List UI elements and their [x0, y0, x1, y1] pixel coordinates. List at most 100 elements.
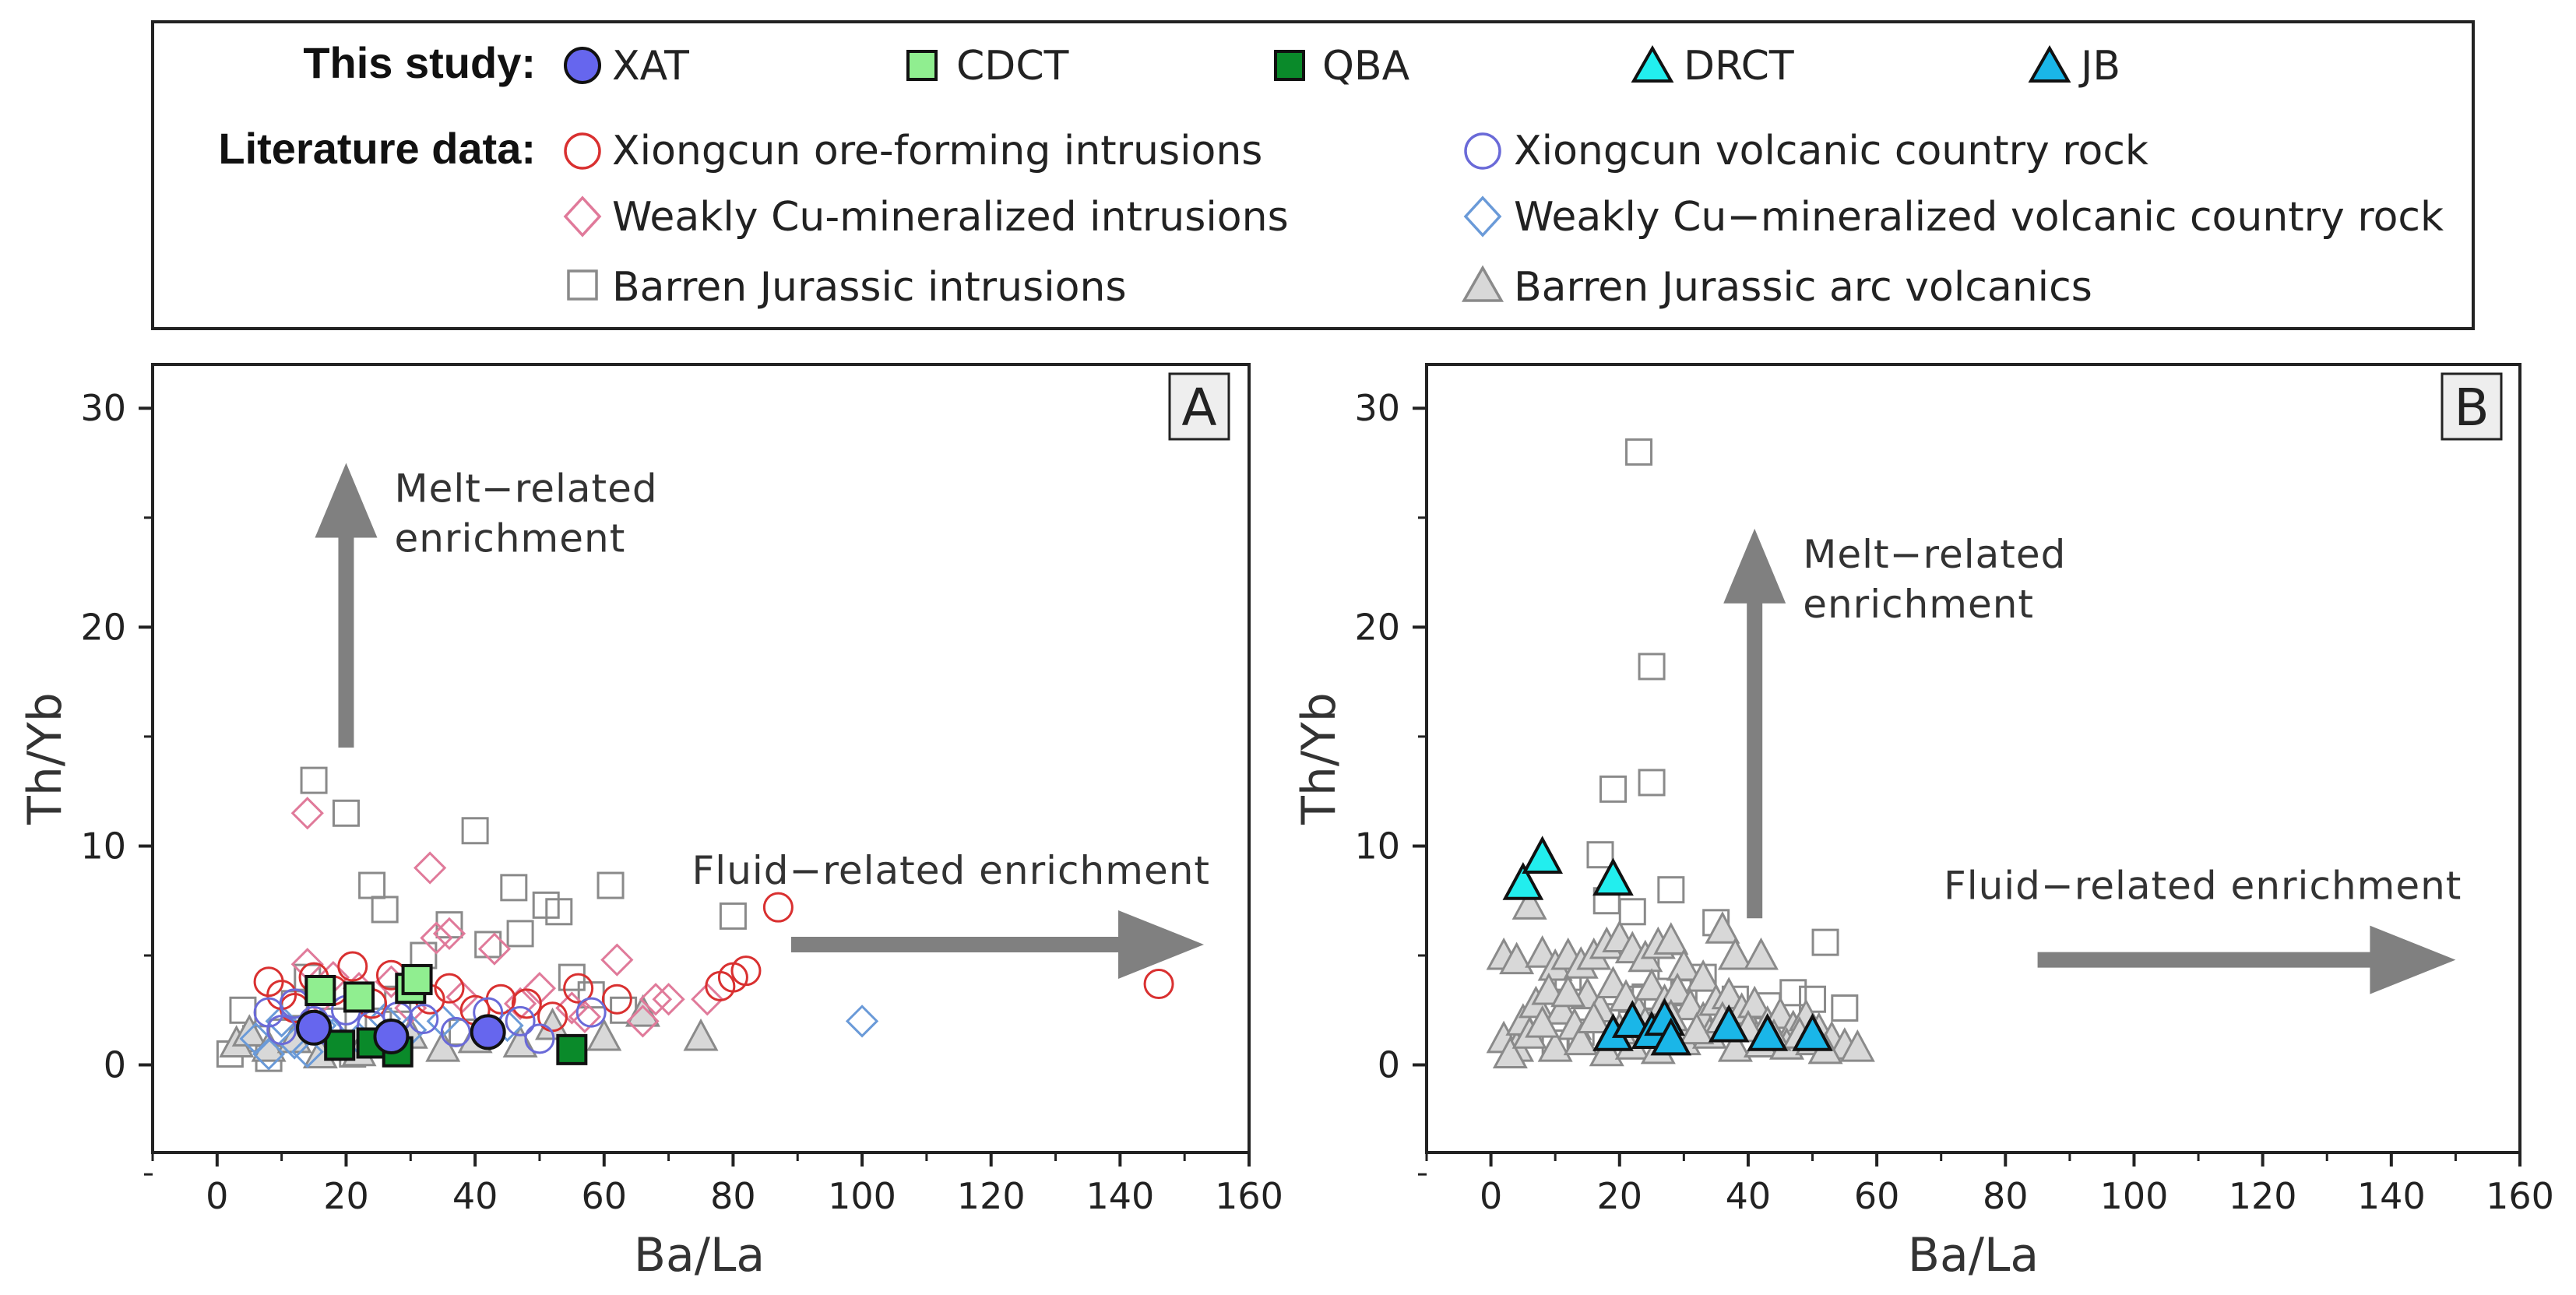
panel-a-ytick-label: 30 [80, 387, 126, 429]
xiongcun-ore-marker-icon [564, 132, 601, 170]
panel-b-xtick-label: 100 [2100, 1175, 2169, 1217]
panel-b-point-jb [1650, 1017, 1692, 1056]
panel-b-ytick-label: 10 [1354, 825, 1400, 867]
panel-a-point-weakly-cu-mineralized-intrusions [420, 921, 453, 955]
panel-a-point-weakly-cu-mineralized-intrusions [503, 987, 537, 1020]
panel-a-ytick-label: 20 [80, 606, 126, 648]
legend-item-cdct: CDCT [906, 43, 1069, 90]
panel-a-point-qba [324, 1029, 356, 1061]
panel-b-point-barren-jurassic-arc-volcanics [1492, 1036, 1528, 1068]
panel-a: 0 20 40 60 80 100 120 140 160 0 10 20 30 Melt−relate… [18, 363, 1283, 1283]
panel-b-point-barren-jurassic-arc-volcanics [1653, 922, 1689, 955]
panel-a-point-weakly-cu-mineralized-intrusions [691, 983, 724, 1016]
panel-b-xlabel: Ba/La [1908, 1228, 2039, 1283]
panel-a-point-xiongcun-ore-forming-intrusions [511, 988, 542, 1019]
panel-b-point-barren-jurassic-arc-volcanics [1563, 1022, 1599, 1056]
panel-a-xtick-label: 20 [323, 1175, 369, 1217]
panel-a-xtick-label: 120 [957, 1175, 1026, 1217]
panel-a-point-weakly-cu-mineralized-intrusions [600, 943, 634, 977]
panel-a-xtick-label: 100 [828, 1175, 896, 1217]
panel-a-point-xiongcun-ore-forming-intrusions [730, 955, 762, 987]
legend-label-barren-volcanics: Barren Jurassic arc volcanics [1514, 264, 2092, 311]
weak-intrusions-marker-icon [563, 195, 602, 238]
panel-b-xtick-label: 160 [2486, 1175, 2554, 1217]
legend-this-study-label: This study: [303, 38, 536, 87]
panel-a-point-cdct [304, 974, 336, 1006]
panel-a-point-xiongcun-volcanic-country-rock [524, 1023, 555, 1054]
panel-b-xtick-label: 0 [1480, 1175, 1502, 1217]
cdct-marker-icon [906, 50, 938, 81]
panel-a-point-xat [470, 1014, 506, 1050]
legend-label-weak-intrusions: Weakly Cu-mineralized intrusions [612, 194, 1289, 241]
panel-b-point-barren-jurassic-arc-volcanics [1839, 1029, 1875, 1062]
panel-a-fluid-arrow-head-icon [1118, 910, 1205, 979]
panel-a-point-barren-jurassic-intrusions [461, 817, 489, 845]
panel-b-point-barren-jurassic-arc-volcanics [1659, 972, 1695, 1005]
panel-b-point-barren-jurassic-arc-volcanics [1576, 1001, 1612, 1034]
panel-a-point-weakly-cu-mineralized-intrusions [477, 932, 512, 966]
panel-b-xtick-label: 120 [2229, 1175, 2297, 1217]
panel-a-point-weakly-cu-mineralized-intrusions [413, 851, 447, 885]
panel-a-point-weakly-cu-mineralized-volcanic-country-rock [845, 1005, 879, 1038]
legend-item-weak-intrusions: Weakly Cu-mineralized intrusions [563, 194, 1289, 241]
panel-a-point-weakly-cu-mineralized-intrusions [626, 1005, 660, 1038]
panel-a-points [216, 766, 1174, 1072]
panel-a-melt-annotation: enrichment [394, 516, 625, 561]
legend-item-weak-volcanic: Weakly Cu−mineralized volcanic country r… [1463, 194, 2444, 241]
panel-a-point-cdct [343, 981, 375, 1013]
panel-b: 0 20 40 60 80 100 120 140 160 0 10 20 30 Melt−relate… [1292, 363, 2554, 1283]
panel-b-series-jb [1592, 998, 1833, 1056]
panel-a-point-xat [296, 1009, 333, 1046]
panel-b-xtick-label: 20 [1596, 1175, 1642, 1217]
panel-b-point-barren-jurassic-arc-volcanics [1543, 992, 1579, 1025]
panel-a-ticks: 0 20 40 60 80 100 120 140 160 0 10 20 30 [80, 387, 1283, 1217]
panel-b-xtick-label: 80 [1983, 1175, 2029, 1217]
legend-label-xiongcun-volcanic: Xiongcun volcanic country rock [1514, 128, 2148, 174]
panel-a-xtick-label: 40 [452, 1175, 498, 1217]
panel-a-point-weakly-cu-mineralized-intrusions [290, 797, 324, 830]
legend-item-qba: QBA [1274, 43, 1410, 90]
panel-b-point-barren-jurassic-arc-volcanics [1679, 1012, 1715, 1045]
panel-b-point-jb [1792, 1012, 1833, 1051]
panel-b-point-barren-jurassic-arc-volcanics [1525, 1005, 1561, 1038]
panel-a-label-box [1168, 372, 1230, 441]
barren-intrusions-marker-icon [567, 269, 598, 301]
panel-b-point-barren-jurassic-intrusions [1586, 841, 1614, 869]
panel-a-melt-arrow-head-icon [315, 463, 378, 538]
panel-a-point-barren-jurassic-intrusions [300, 766, 328, 794]
legend-item-barren-intrusions: Barren Jurassic intrusions [567, 264, 1127, 311]
panel-b-point-barren-jurassic-arc-volcanics [1717, 937, 1753, 970]
panel-a-point-barren-jurassic-intrusions [719, 902, 747, 930]
panel-b-ticks: 0 20 40 60 80 100 120 140 160 0 10 20 30 [1354, 387, 2553, 1217]
panel-b-annotations: Melt−related enrichment Fluid−related enri… [1723, 528, 2461, 994]
panel-a-xtick-label: 140 [1086, 1175, 1154, 1217]
legend-item-drct: DRCT [1631, 43, 1794, 90]
panel-a-point-barren-jurassic-arc-volcanics [625, 994, 660, 1027]
panel-b-xtick-label: 140 [2357, 1175, 2426, 1217]
legend-item-jb: JB [2028, 43, 2120, 90]
panel-a-xtick-label: 160 [1215, 1175, 1283, 1217]
panel-a-point-weakly-cu-mineralized-volcanic-country-rock [252, 1037, 286, 1071]
panel-a-point-xiongcun-ore-forming-intrusions [563, 973, 594, 1004]
panel-a-point-weakly-cu-mineralized-intrusions [568, 1000, 602, 1033]
panel-b-point-barren-jurassic-intrusions [1625, 438, 1653, 466]
panel-b-point-barren-jurassic-intrusions [1831, 994, 1859, 1022]
panel-a-point-barren-jurassic-arc-volcanics [586, 1018, 622, 1051]
legend-label-weak-volcanic: Weakly Cu−mineralized volcanic country r… [1514, 194, 2444, 241]
panel-a-ytick-label: 0 [104, 1044, 126, 1086]
legend-label-drct: DRCT [1684, 43, 1794, 90]
legend-item-barren-volcanics: Barren Jurassic arc volcanics [1461, 264, 2092, 311]
legend-label-cdct: CDCT [956, 43, 1069, 90]
panel-b-point-barren-jurassic-arc-volcanics [1537, 1029, 1573, 1062]
panel-a-point-xat [373, 1019, 410, 1055]
panel-a-point-weakly-cu-mineralized-volcanic-country-rock [290, 1035, 324, 1068]
barren-volcanics-marker-icon [1461, 265, 1504, 302]
panel-b-point-drct [1592, 857, 1634, 896]
panel-a-point-barren-jurassic-intrusions [558, 963, 586, 991]
panel-b-point-barren-jurassic-arc-volcanics [1666, 948, 1701, 981]
panel-b-point-barren-jurassic-intrusions [1779, 979, 1807, 1007]
panel-a-xlabel: Ba/La [634, 1228, 765, 1283]
panel-a-series-xat [296, 1009, 506, 1055]
panel-b-melt-arrow-head-icon [1723, 528, 1786, 604]
